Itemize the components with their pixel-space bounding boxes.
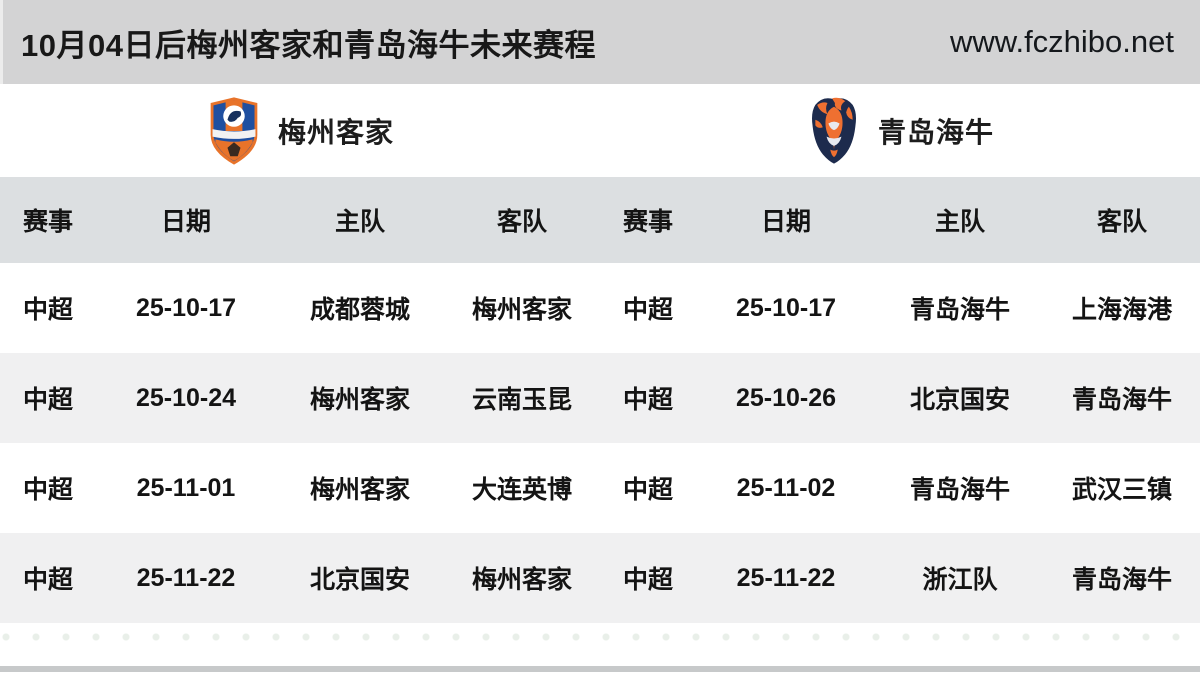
- table-row: 中超 25-10-24 梅州客家 云南玉昆 中超 25-10-26 北京国安 青…: [0, 353, 1200, 443]
- cell-competition: 中超: [22, 296, 73, 324]
- schedule-table: 赛事 日期 主队 客队 赛事 日期 主队 客队 中超 25-10-17 成都蓉城…: [0, 177, 1200, 623]
- col-header-home-right: 主队: [876, 177, 1044, 263]
- table-row: 中超 25-11-22 北京国安 梅州客家 中超 25-11-22 浙江队 青岛…: [0, 533, 1200, 623]
- cell-date: 25-11-22: [736, 563, 836, 592]
- cell-home-team: 成都蓉城: [309, 296, 410, 324]
- cell-competition: 中超: [22, 566, 73, 594]
- cell-competition: 中超: [622, 566, 673, 594]
- col-header-away-right: 客队: [1044, 177, 1200, 263]
- col-header-date-left: 日期: [96, 177, 276, 263]
- col-header-home-left: 主队: [276, 177, 444, 263]
- col-header-competition-left: 赛事: [0, 177, 96, 263]
- team-left: 梅州客家: [0, 84, 600, 177]
- cell-home-team: 北京国安: [309, 566, 410, 594]
- cell-away-team: 武汉三镇: [1071, 476, 1172, 504]
- table-row: 中超 25-11-01 梅州客家 大连英博 中超 25-11-02 青岛海牛 武…: [0, 443, 1200, 533]
- cell-away-team: 梅州客家: [471, 296, 572, 324]
- cell-away-team: 上海海港: [1071, 296, 1172, 324]
- cell-competition: 中超: [22, 386, 73, 414]
- cell-date: 25-10-24: [135, 383, 237, 412]
- cell-date: 25-10-17: [735, 293, 837, 322]
- cell-competition: 中超: [622, 476, 673, 504]
- team-left-name: 梅州客家: [277, 116, 394, 148]
- teams-band: 梅州客家 青岛海牛: [0, 84, 1200, 177]
- team-right-name: 青岛海牛: [877, 116, 994, 148]
- cell-home-team: 浙江队: [922, 566, 998, 594]
- cell-date: 25-11-01: [136, 473, 236, 502]
- dot-pattern: [0, 631, 1200, 643]
- header-bar: 10月04日后梅州客家和青岛海牛未来赛程 www.fczhibo.net: [0, 0, 1200, 84]
- cell-away-team: 梅州客家: [471, 566, 572, 594]
- col-header-away-left: 客队: [444, 177, 600, 263]
- team-right: 青岛海牛: [600, 84, 1200, 177]
- page-title: 10月04日后梅州客家和青岛海牛未来赛程: [21, 27, 596, 63]
- col-header-competition-right: 赛事: [600, 177, 696, 263]
- cell-competition: 中超: [622, 386, 673, 414]
- cell-away-team: 青岛海牛: [1071, 386, 1172, 414]
- cell-competition: 中超: [22, 476, 73, 504]
- cell-away-team: 云南玉昆: [471, 386, 572, 414]
- cell-date: 25-11-22: [136, 563, 236, 592]
- cell-date: 25-10-26: [735, 383, 837, 412]
- meizhou-hakka-logo-icon: [206, 95, 262, 167]
- table-row: 中超 25-10-17 成都蓉城 梅州客家 中超 25-10-17 青岛海牛 上…: [0, 263, 1200, 353]
- cell-home-team: 青岛海牛: [909, 476, 1010, 504]
- footer-area: [0, 623, 1200, 675]
- cell-competition: 中超: [622, 296, 673, 324]
- cell-away-team: 青岛海牛: [1071, 566, 1172, 594]
- cell-home-team: 梅州客家: [309, 476, 410, 504]
- schedule-body: 中超 25-10-17 成都蓉城 梅州客家 中超 25-10-17 青岛海牛 上…: [0, 263, 1200, 623]
- bottom-bar: [0, 666, 1200, 672]
- site-url[interactable]: www.fczhibo.net: [950, 24, 1174, 59]
- cell-home-team: 青岛海牛: [909, 296, 1010, 324]
- cell-home-team: 北京国安: [909, 386, 1010, 414]
- cell-date: 25-11-02: [736, 473, 836, 502]
- table-header-row: 赛事 日期 主队 客队 赛事 日期 主队 客队: [0, 177, 1200, 263]
- cell-away-team: 大连英博: [471, 476, 572, 504]
- cell-date: 25-10-17: [135, 293, 237, 322]
- cell-home-team: 梅州客家: [309, 386, 410, 414]
- qingdao-hainiu-logo-icon: [806, 95, 862, 167]
- col-header-date-right: 日期: [696, 177, 876, 263]
